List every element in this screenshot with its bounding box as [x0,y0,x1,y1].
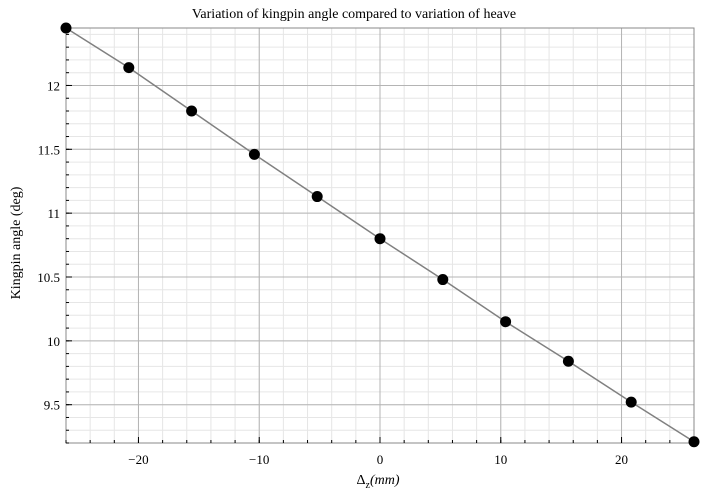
chart-title: Variation of kingpin angle compared to v… [192,7,516,22]
x-axis-label-subscript: z [366,480,371,491]
data-point [437,274,449,286]
x-tick-label: 10 [494,452,507,467]
x-axis-label-unit: (mm) [370,473,400,488]
data-point [688,436,700,448]
y-tick-label: 10.5 [37,270,60,285]
data-point [60,22,72,34]
data-point [500,316,512,328]
series-group [60,22,700,448]
data-point [374,233,386,245]
y-tick-label: 10 [47,334,60,349]
x-tick-label: 0 [377,452,384,467]
data-point [311,191,323,203]
data-point [248,148,260,160]
x-axis: −20 −10 0 10 20 [65,437,695,467]
x-axis-label-symbol: Δ [356,473,365,488]
y-axis-label: Kingpin angle (deg) [9,186,24,299]
data-point [625,396,637,408]
y-axis: 9.5 10 10.5 11 11.5 12 [37,33,72,444]
data-point [123,62,135,74]
data-point [186,105,198,117]
y-tick-label: 11.5 [38,142,60,157]
x-tick-label: 20 [615,452,628,467]
grid [65,28,695,444]
x-tick-label: −20 [128,452,148,467]
x-tick-label: −10 [249,452,269,467]
x-axis-label: Δz(mm) [356,473,399,491]
y-tick-label: 12 [47,78,60,93]
y-tick-label: 11 [47,206,60,221]
y-tick-label: 9.5 [44,398,60,413]
data-point [562,355,574,367]
